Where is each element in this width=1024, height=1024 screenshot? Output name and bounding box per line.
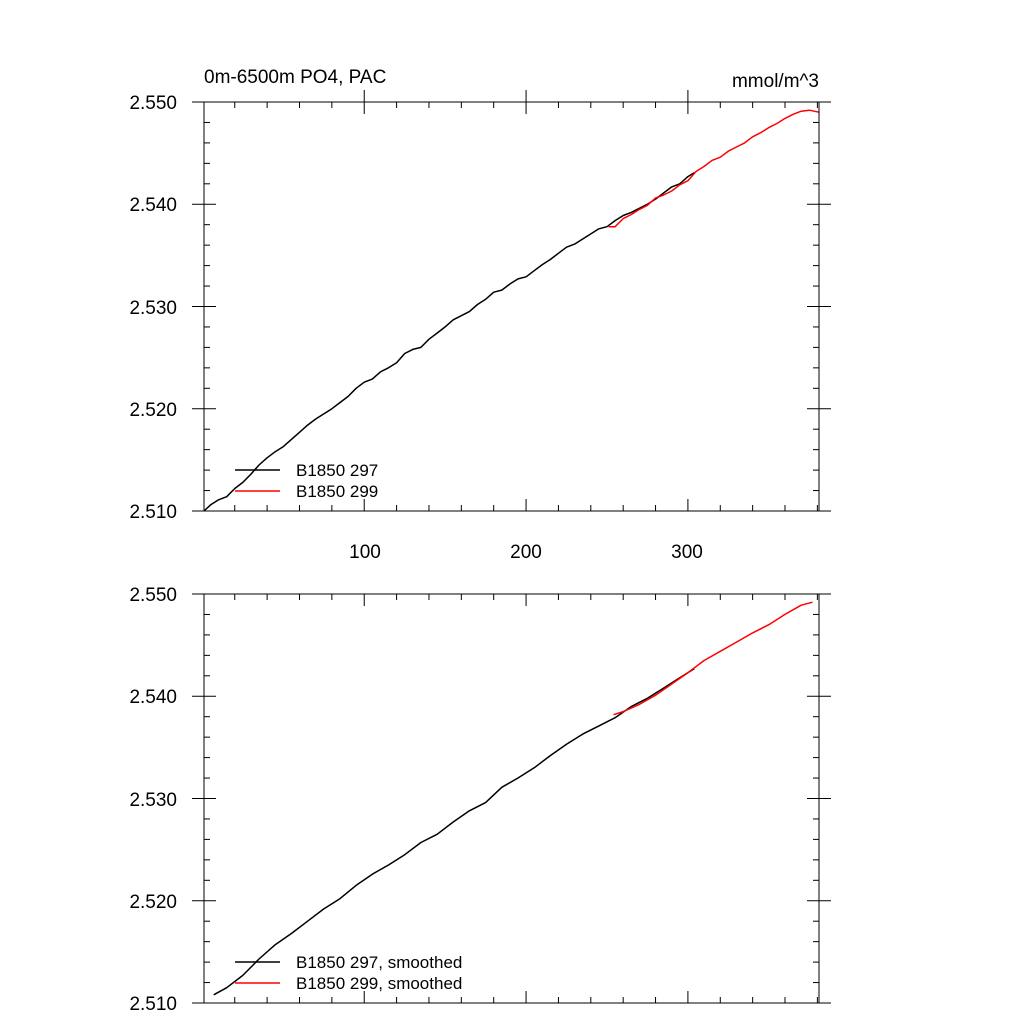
x-tick-label: 100 [349, 542, 381, 563]
y-tick-label: 2.530 [129, 790, 177, 811]
x-tick-label: 200 [510, 542, 542, 563]
legend-label: B1850 299, smoothed [296, 974, 462, 993]
y-tick-label: 2.550 [129, 585, 177, 606]
plot-frame [203, 101, 820, 512]
x-tick-label: 300 [671, 542, 703, 563]
panel-bottom: 2.550 2.540 2.530 2.520 2.510 B1850 297,… [129, 585, 831, 1015]
series-lines [203, 109, 820, 512]
series-line-black [203, 171, 695, 512]
legend-label: B1850 297 [296, 461, 378, 480]
y-tick-label: 2.550 [129, 93, 177, 114]
plot-frame [203, 593, 820, 1004]
units-label: mmol/m^3 [732, 71, 819, 92]
major-ticks [192, 593, 831, 1004]
y-tick-label: 2.510 [129, 994, 177, 1015]
legend-label: B1850 297, smoothed [296, 953, 462, 972]
y-tick-label: 2.520 [129, 892, 177, 913]
series-line-red [613, 601, 813, 716]
legend: B1850 297 B1850 299 [235, 461, 378, 501]
y-tick-label: 2.540 [129, 195, 177, 216]
series-line-black [213, 667, 695, 996]
legend: B1850 297, smoothed B1850 299, smoothed [235, 953, 462, 993]
series-line-red [608, 109, 820, 228]
panel-top: 0m-6500m PO4, PAC mmol/m^3 2.550 2.540 2… [129, 67, 831, 563]
legend-label: B1850 299 [296, 482, 378, 501]
y-tick-label: 2.520 [129, 400, 177, 421]
major-ticks [192, 90, 831, 512]
y-tick-label: 2.510 [129, 502, 177, 523]
y-tick-label: 2.530 [129, 298, 177, 319]
y-tick-label: 2.540 [129, 687, 177, 708]
minor-ticks [204, 102, 819, 511]
series-lines [213, 601, 813, 996]
minor-ticks [204, 594, 819, 1003]
chart-title: 0m-6500m PO4, PAC [204, 67, 386, 88]
